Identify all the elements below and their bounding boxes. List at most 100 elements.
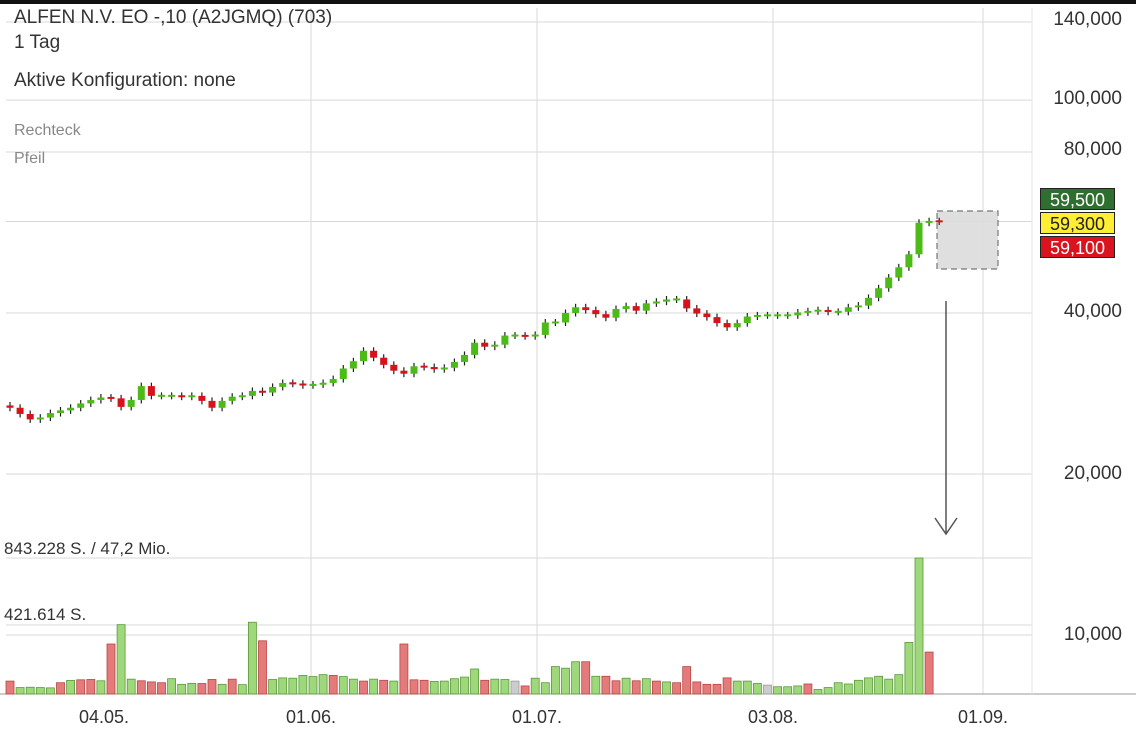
tool-rectangle[interactable]: Rechteck [14, 122, 81, 139]
volume-bar [470, 668, 480, 695]
candle-body [390, 364, 398, 371]
candle-body [703, 313, 711, 318]
volume-bar [652, 680, 661, 695]
volume-bar [25, 686, 35, 695]
candle-body [865, 297, 872, 306]
volume-bar [288, 677, 298, 695]
candle-body [370, 350, 378, 358]
candle-body [683, 299, 691, 309]
candle-body [663, 299, 670, 302]
volume-bar [419, 679, 429, 695]
volume-bar [631, 680, 641, 695]
chart-canvas[interactable] [0, 4, 1136, 734]
candle-body [693, 308, 701, 314]
volume-tick-label: 10,000 [1063, 624, 1122, 645]
candle-body [925, 220, 933, 223]
config-label: Aktive Konfiguration: none [14, 70, 236, 91]
volume-bar [157, 682, 166, 695]
volume-bar [591, 675, 601, 695]
volume-bar [561, 667, 570, 695]
candle-body [36, 417, 44, 420]
candle-body [208, 400, 216, 408]
candle-body [6, 405, 14, 408]
candle-body [582, 307, 590, 311]
candle-body [521, 334, 529, 337]
volume-bar [530, 677, 540, 695]
y-tick-label: 100,000 [1053, 88, 1122, 109]
candle-body [854, 305, 862, 308]
candle-body [622, 306, 630, 309]
volume-max-label: 843.228 S. / 47,2 Mio. [4, 539, 171, 558]
volume-bar [15, 687, 25, 695]
volume-bar [409, 679, 419, 695]
period-label[interactable]: 1 Tag [14, 32, 61, 53]
candle-body [158, 394, 165, 397]
candle-body [430, 367, 438, 370]
volume-bar [773, 686, 782, 695]
candle-body [77, 403, 85, 408]
candle-body [531, 334, 539, 337]
volume-bar [581, 661, 591, 695]
volume-bar [874, 675, 883, 695]
x-tick-label: 01.09. [957, 707, 1009, 727]
y-tick-label: 80,000 [1063, 139, 1122, 160]
volume-bar [722, 677, 732, 695]
price-candles [6, 217, 943, 423]
volume-bar [601, 675, 611, 695]
candle-body [501, 335, 509, 345]
volume-bar [611, 680, 621, 695]
candle-body [198, 395, 206, 401]
volume-bar [76, 679, 86, 695]
candle-body [562, 313, 569, 323]
arrow-head [934, 517, 958, 536]
grid-lines [0, 8, 1136, 695]
candle-body [885, 277, 893, 289]
volume-bar [672, 682, 681, 695]
volume-bar [500, 679, 510, 695]
volume-bar [833, 682, 843, 695]
volume-bar [662, 681, 671, 695]
candle-body [248, 390, 256, 396]
volume-bar [207, 679, 217, 695]
candle-body [491, 344, 499, 347]
volume-bar [429, 681, 439, 695]
y-tick-label: 20,000 [1063, 463, 1122, 484]
volume-bar [348, 678, 358, 695]
candle-body [67, 407, 75, 411]
candle-body [743, 316, 751, 324]
volume-bar [914, 557, 924, 695]
volume-bar [551, 666, 560, 695]
volume-bar [692, 681, 702, 695]
candle-body [238, 395, 246, 398]
candle-body [309, 383, 317, 386]
x-tick-label: 01.07. [511, 707, 563, 727]
candle-body [57, 410, 64, 414]
candle-body [471, 342, 479, 355]
volume-bar [854, 679, 863, 695]
volume-bar [167, 678, 177, 695]
volume-bar [884, 678, 894, 695]
candle-body [824, 309, 832, 312]
candle-body [764, 314, 771, 317]
candle-body [16, 407, 24, 414]
candle-body [733, 323, 741, 328]
candle-body [915, 222, 923, 255]
volume-bar [5, 680, 15, 695]
tool-arrow[interactable]: Pfeil [14, 150, 46, 167]
volume-bar [328, 675, 338, 695]
candle-body [319, 382, 327, 385]
volume-bar [389, 680, 399, 695]
candle-body [349, 361, 357, 369]
candle-body [410, 366, 418, 374]
volume-bar [237, 684, 247, 695]
candle-body [127, 400, 135, 407]
candle-body [329, 379, 337, 383]
volume-bar [621, 677, 631, 695]
volume-bar [571, 661, 580, 695]
volume-bar [379, 679, 389, 695]
volume-bar [813, 689, 823, 695]
candle-body [279, 382, 287, 387]
candle-body [723, 323, 731, 328]
volume-bar [712, 683, 722, 695]
